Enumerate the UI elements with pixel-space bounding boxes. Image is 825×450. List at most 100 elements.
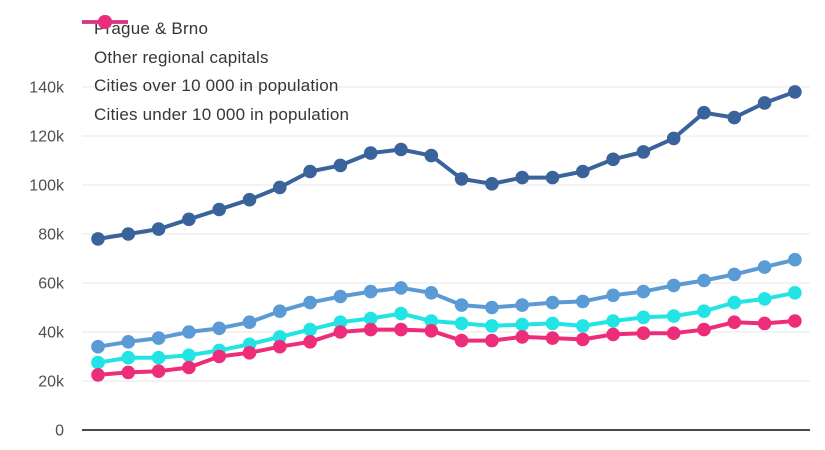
data-point-marker [151, 331, 166, 345]
legend-line-dot-icon [82, 15, 128, 29]
data-point-marker [727, 110, 742, 125]
data-point-marker [697, 322, 711, 337]
data-point-marker [697, 304, 711, 319]
data-point-marker [757, 260, 772, 274]
data-point-marker [636, 145, 651, 159]
data-point-marker [363, 322, 378, 337]
data-point-marker [91, 368, 105, 382]
data-point-marker [424, 324, 439, 338]
data-point-marker [606, 314, 620, 328]
data-point-marker [182, 348, 196, 363]
data-point-marker [454, 316, 469, 331]
data-point-marker [333, 315, 348, 330]
y-tick-label: 80k [38, 227, 65, 244]
data-point-marker [121, 350, 136, 365]
y-tick-label: 140k [29, 80, 65, 97]
data-point-marker [212, 202, 226, 217]
data-point-marker [485, 319, 499, 333]
data-point-marker [697, 273, 711, 288]
data-point-marker [485, 333, 499, 348]
data-point-marker [91, 355, 105, 370]
data-point-marker [515, 170, 529, 185]
data-point-marker [333, 289, 348, 304]
data-point-marker [666, 278, 681, 293]
data-point-marker [182, 325, 196, 339]
data-point-marker [273, 304, 287, 319]
data-point-marker [333, 325, 348, 339]
data-point-marker [394, 281, 408, 295]
data-point-marker [788, 314, 802, 328]
legend-item-1: Other regional capitals [82, 15, 349, 73]
data-point-marker [121, 365, 136, 380]
legend-label: Prague & Brno [94, 19, 209, 39]
y-tick-label: 40k [38, 325, 65, 342]
data-point-marker [576, 294, 590, 309]
data-point-marker [545, 170, 560, 185]
data-point-marker [636, 310, 651, 325]
data-point-marker [606, 288, 620, 303]
data-point-marker [424, 286, 439, 300]
data-point-marker [394, 142, 408, 157]
data-point-marker [454, 298, 469, 312]
y-tick-label: 0 [55, 423, 64, 440]
data-point-marker [91, 232, 105, 246]
data-point-marker [576, 164, 590, 179]
data-point-marker [576, 332, 590, 347]
data-point-marker [242, 346, 257, 360]
data-point-marker [363, 311, 378, 326]
legend-label: Other regional capitals [94, 47, 269, 67]
data-point-marker [545, 295, 560, 310]
data-point-marker [636, 284, 651, 299]
data-point-marker [242, 315, 257, 330]
data-point-marker [454, 333, 469, 348]
data-point-marker [424, 314, 439, 328]
y-tick-label: 120k [29, 129, 65, 146]
data-point-marker [727, 295, 742, 310]
data-point-marker [545, 331, 560, 345]
data-point-marker [788, 252, 802, 267]
data-point-marker [363, 284, 378, 299]
data-point-marker [303, 295, 317, 310]
legend-item-3: Cities under 10 000 in population [82, 15, 349, 130]
data-point-marker [727, 267, 742, 282]
data-point-marker [394, 322, 408, 337]
data-point-marker [454, 172, 469, 186]
data-point-marker [545, 316, 560, 331]
data-point-marker [394, 306, 408, 321]
data-point-marker [273, 339, 287, 354]
data-point-marker [303, 335, 317, 349]
data-point-marker [576, 319, 590, 333]
data-point-marker [697, 105, 711, 120]
y-tick-label: 20k [38, 374, 65, 391]
data-point-marker [303, 322, 317, 337]
data-point-marker [182, 360, 196, 375]
data-point-marker [363, 146, 378, 160]
legend-item-2: Cities over 10 000 in population [82, 15, 349, 101]
data-point-marker [273, 330, 287, 344]
y-tick-label: 60k [38, 276, 65, 293]
data-point-marker [121, 227, 136, 241]
data-point-marker [212, 321, 226, 336]
data-point-marker [666, 131, 681, 146]
data-point-marker [666, 309, 681, 323]
data-point-marker [757, 316, 772, 331]
data-point-marker [636, 326, 651, 341]
data-point-marker [485, 300, 499, 315]
data-point-marker [424, 148, 439, 163]
y-tick-label: 100k [29, 178, 65, 195]
data-point-marker [485, 177, 499, 191]
data-point-marker [606, 152, 620, 167]
data-point-marker [121, 335, 136, 349]
series-line-2 [96, 290, 797, 365]
data-point-marker [788, 85, 802, 99]
data-point-marker [151, 350, 166, 365]
data-point-marker [757, 96, 772, 110]
data-point-marker [273, 180, 287, 195]
data-point-marker [303, 164, 317, 179]
data-point-marker [212, 349, 226, 364]
legend-dot [98, 15, 112, 29]
data-point-marker [727, 315, 742, 330]
data-point-marker [515, 317, 529, 332]
